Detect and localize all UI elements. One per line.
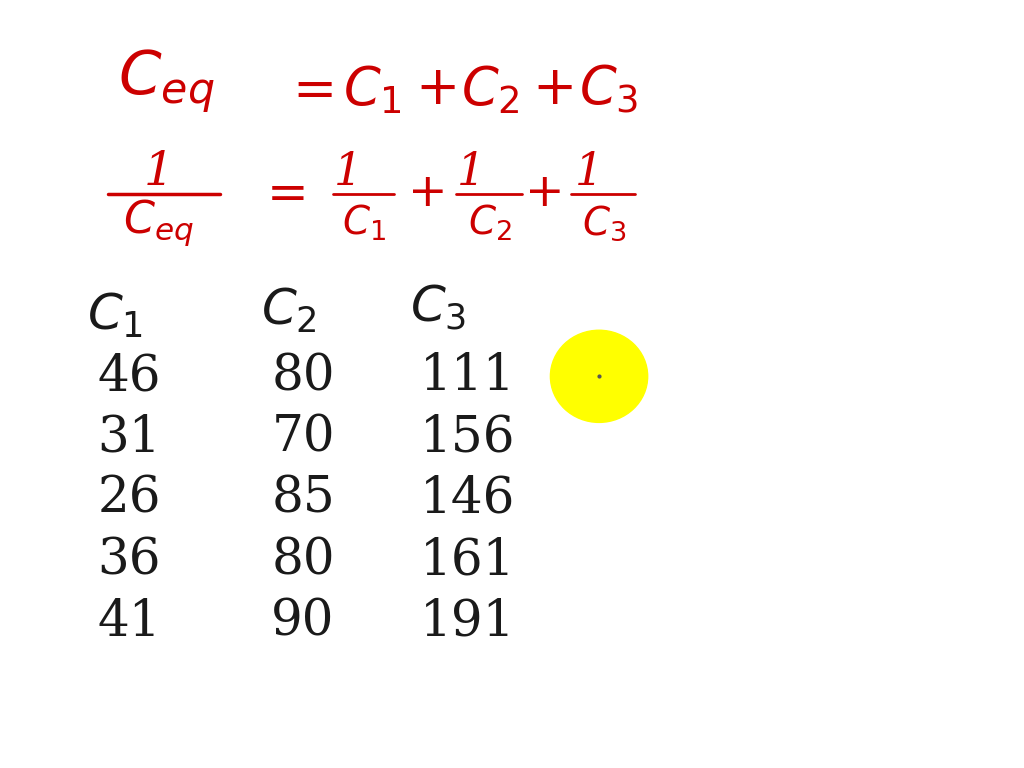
Text: 80: 80 — [271, 352, 335, 401]
Text: 36: 36 — [97, 536, 161, 585]
Text: 46: 46 — [97, 352, 161, 401]
Text: $+$: $+$ — [407, 171, 443, 216]
Text: $C_1$: $C_1$ — [342, 203, 385, 243]
Text: $=$: $=$ — [257, 169, 306, 218]
Text: 191: 191 — [420, 598, 515, 647]
Text: 161: 161 — [420, 536, 515, 585]
Text: $C_3$: $C_3$ — [579, 63, 638, 117]
Text: $C_2$: $C_2$ — [461, 64, 519, 116]
Text: $+$: $+$ — [415, 65, 456, 115]
Text: 85: 85 — [271, 475, 335, 524]
Text: $C_3$: $C_3$ — [582, 203, 627, 243]
Text: $C_{eq}$: $C_{eq}$ — [118, 47, 214, 114]
Text: $C_1$: $C_1$ — [87, 292, 143, 341]
Text: $C_2$: $C_2$ — [261, 286, 316, 336]
Text: 80: 80 — [271, 536, 335, 585]
Text: 1: 1 — [457, 151, 485, 194]
Text: $C_{eq}$: $C_{eq}$ — [123, 197, 195, 248]
Text: 111: 111 — [420, 352, 515, 401]
Text: $C_2$: $C_2$ — [468, 203, 511, 243]
Text: 26: 26 — [97, 475, 161, 524]
Text: $C_1$: $C_1$ — [343, 64, 401, 116]
Text: 31: 31 — [97, 413, 161, 462]
Text: 1: 1 — [574, 151, 603, 194]
Text: 1: 1 — [334, 151, 362, 194]
Text: 1: 1 — [143, 151, 174, 195]
Text: $+$: $+$ — [524, 171, 561, 216]
Text: $+$: $+$ — [532, 65, 573, 115]
Text: 156: 156 — [420, 413, 515, 462]
Text: $=$: $=$ — [282, 65, 333, 115]
Text: $C_3$: $C_3$ — [410, 283, 466, 332]
Text: 146: 146 — [420, 475, 515, 524]
Text: 90: 90 — [271, 598, 335, 647]
Ellipse shape — [551, 330, 647, 422]
Text: 70: 70 — [271, 413, 335, 462]
Text: 41: 41 — [97, 598, 161, 647]
